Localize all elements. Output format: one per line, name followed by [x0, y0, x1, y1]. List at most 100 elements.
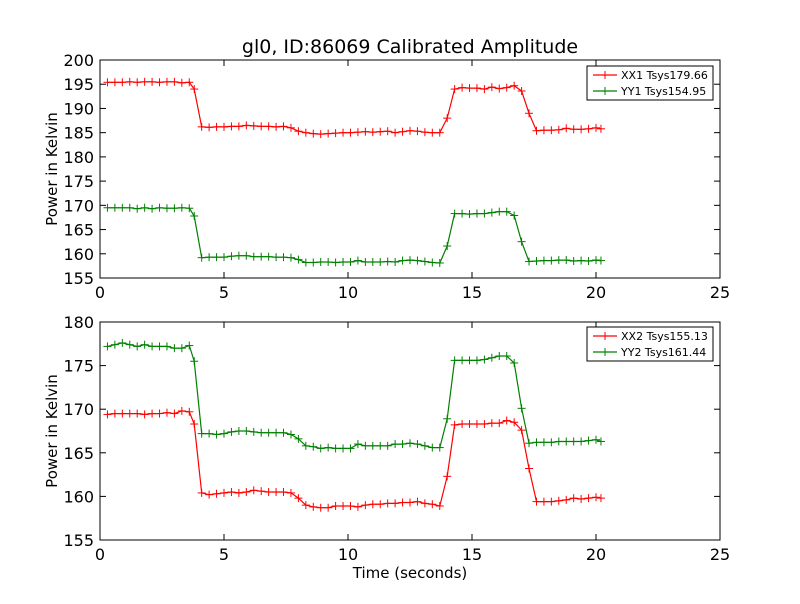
data-point — [125, 409, 134, 418]
data-point — [125, 77, 134, 86]
data-point — [539, 497, 548, 506]
data-point — [279, 253, 288, 262]
legend-item: YY2 Tsys161.44 — [593, 346, 706, 359]
series-line — [107, 342, 602, 450]
data-point — [562, 437, 571, 446]
data-point — [584, 494, 593, 503]
data-point — [140, 340, 149, 349]
data-point — [406, 498, 414, 507]
y-tick-label: 165 — [63, 221, 94, 240]
y-tick-label: 200 — [63, 51, 94, 70]
data-point — [110, 340, 119, 349]
data-point — [257, 428, 266, 437]
data-point — [510, 418, 519, 427]
data-point — [480, 85, 489, 94]
data-point — [592, 493, 600, 502]
data-point — [562, 256, 571, 265]
data-point — [569, 437, 578, 446]
data-point — [465, 210, 474, 219]
data-point — [177, 344, 186, 353]
data-point — [148, 204, 157, 213]
y-tick-label: 155 — [63, 269, 94, 288]
data-point — [212, 253, 221, 262]
data-point — [177, 406, 186, 415]
series-line — [107, 410, 602, 509]
data-point — [368, 500, 377, 509]
data-point — [376, 127, 385, 136]
data-point — [398, 127, 407, 136]
data-point — [428, 128, 437, 137]
data-point — [525, 464, 534, 473]
data-point — [227, 427, 236, 436]
y-tick-label: 175 — [63, 357, 94, 376]
data-point — [458, 420, 467, 429]
data-point — [140, 410, 149, 419]
x-tick-label: 25 — [710, 283, 730, 302]
data-point — [450, 420, 459, 429]
data-point — [353, 502, 362, 511]
data-point — [487, 83, 496, 92]
data-point — [517, 87, 526, 96]
data-point — [562, 495, 571, 504]
data-point — [495, 207, 504, 216]
data-point — [569, 494, 578, 503]
data-point — [220, 429, 228, 438]
y-tick-label: 160 — [63, 245, 94, 264]
data-point — [472, 84, 481, 93]
data-point — [413, 497, 422, 506]
data-point — [502, 207, 511, 216]
x-tick-label: 15 — [462, 545, 482, 564]
data-point — [428, 258, 437, 267]
data-point — [339, 128, 348, 137]
data-point — [331, 129, 340, 138]
data-point — [309, 442, 318, 451]
data-point — [361, 258, 370, 267]
data-point — [458, 83, 467, 92]
data-point — [480, 420, 489, 429]
data-point — [435, 501, 444, 510]
data-point — [383, 127, 392, 136]
data-point — [443, 114, 452, 123]
data-point — [391, 258, 400, 267]
data-point — [346, 444, 355, 453]
data-point — [420, 128, 429, 137]
data-point — [592, 435, 600, 444]
data-point — [465, 356, 474, 365]
data-point — [569, 125, 578, 134]
data-point — [361, 441, 370, 450]
data-point — [391, 440, 400, 449]
data-point — [361, 501, 370, 510]
data-point — [435, 128, 444, 137]
y-tick-label: 175 — [63, 172, 94, 191]
x-tick-label: 5 — [219, 283, 229, 302]
data-point — [190, 85, 199, 94]
data-point — [584, 257, 593, 266]
x-tick-label: 20 — [586, 283, 606, 302]
data-point — [554, 125, 563, 134]
data-point — [286, 123, 295, 132]
data-point — [118, 203, 127, 212]
data-point — [220, 122, 228, 131]
legend-label: YY1 Tsys154.95 — [620, 85, 706, 98]
data-point — [472, 420, 481, 429]
data-point — [242, 427, 251, 435]
data-point — [554, 256, 563, 265]
data-point — [577, 125, 586, 134]
data-point — [197, 488, 206, 497]
data-point — [596, 256, 605, 265]
data-point — [547, 497, 556, 506]
data-point — [532, 257, 541, 266]
data-point — [398, 256, 407, 265]
data-point — [487, 419, 496, 428]
data-point — [495, 84, 504, 93]
x-tick-label: 25 — [710, 545, 730, 564]
data-point — [309, 129, 318, 138]
data-point — [103, 203, 112, 212]
data-point — [133, 342, 142, 351]
data-point — [420, 257, 429, 266]
plot-top: 0 5 10 15 20 25 155 160 165 170 175 180 185 190 195 200… — [43, 51, 730, 302]
x-axis-label: Time (seconds) — [352, 564, 468, 582]
x-tick-label: 0 — [95, 545, 105, 564]
data-point — [510, 358, 519, 367]
